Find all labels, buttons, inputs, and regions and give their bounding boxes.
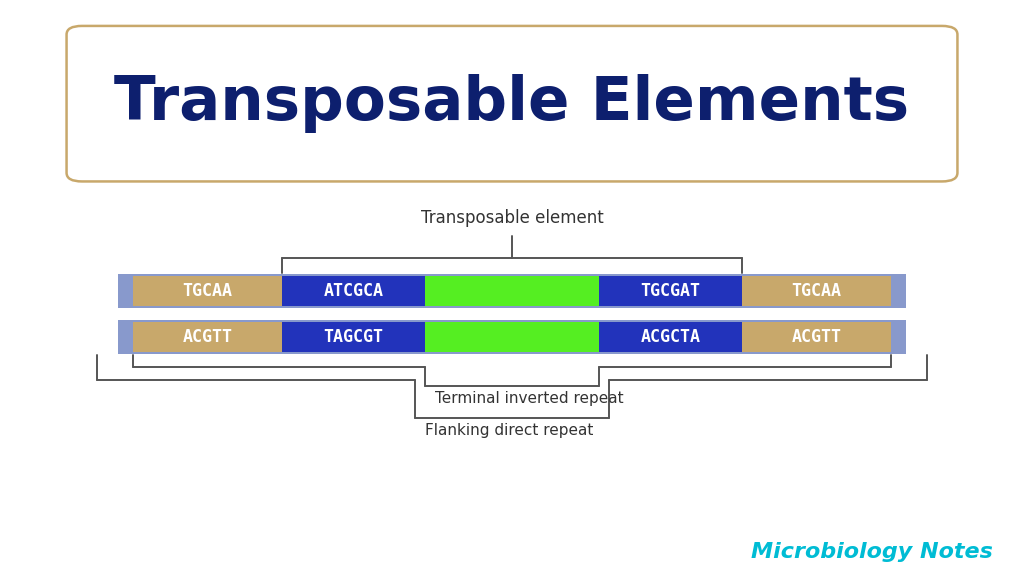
FancyBboxPatch shape	[742, 322, 891, 352]
FancyBboxPatch shape	[118, 274, 906, 308]
Text: Transposable Elements: Transposable Elements	[115, 74, 909, 133]
FancyBboxPatch shape	[599, 322, 742, 352]
FancyBboxPatch shape	[425, 276, 599, 306]
Text: ACGCTA: ACGCTA	[641, 328, 700, 346]
Text: TAGCGT: TAGCGT	[324, 328, 383, 346]
FancyBboxPatch shape	[67, 26, 957, 181]
FancyBboxPatch shape	[282, 276, 425, 306]
FancyBboxPatch shape	[425, 322, 599, 352]
Text: TGCGAT: TGCGAT	[641, 282, 700, 300]
Text: Microbiology Notes: Microbiology Notes	[752, 541, 993, 562]
Text: Terminal inverted repeat: Terminal inverted repeat	[435, 391, 624, 406]
Text: ACGTT: ACGTT	[182, 328, 232, 346]
FancyBboxPatch shape	[742, 276, 891, 306]
FancyBboxPatch shape	[133, 276, 282, 306]
Text: ATCGCA: ATCGCA	[324, 282, 383, 300]
Text: TGCAA: TGCAA	[792, 282, 842, 300]
FancyBboxPatch shape	[282, 322, 425, 352]
Text: TGCAA: TGCAA	[182, 282, 232, 300]
FancyBboxPatch shape	[599, 276, 742, 306]
Text: ACGTT: ACGTT	[792, 328, 842, 346]
FancyBboxPatch shape	[133, 322, 282, 352]
Text: Flanking direct repeat: Flanking direct repeat	[425, 423, 593, 438]
Text: Transposable element: Transposable element	[421, 209, 603, 227]
FancyBboxPatch shape	[118, 320, 906, 354]
